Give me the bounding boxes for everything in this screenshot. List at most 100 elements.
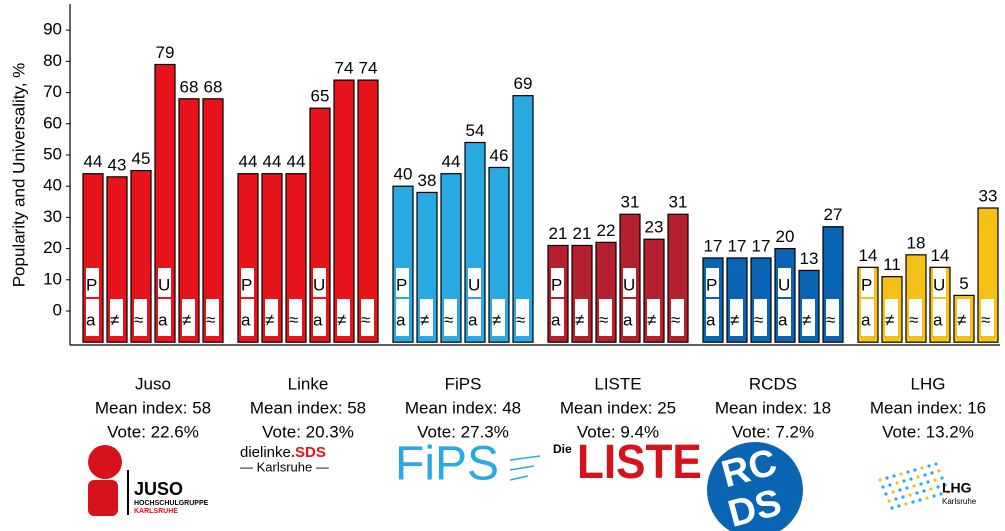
bar-sublabel: ≠	[492, 310, 501, 329]
logo-text: LISTE	[577, 434, 702, 488]
sublabel-box	[313, 299, 326, 336]
bar	[178, 98, 200, 343]
logo-dot	[939, 492, 943, 496]
logo-dot	[926, 480, 930, 484]
bar-sublabel: ≠	[110, 310, 119, 329]
value-label: 17	[704, 236, 723, 255]
bar-sublabel: ≈	[909, 310, 918, 329]
logo-text: .SDS	[291, 444, 326, 461]
value-label: 23	[645, 218, 664, 237]
bar-sublabel: a	[778, 310, 788, 329]
bar	[357, 79, 379, 343]
bar-sublabel: ≈	[754, 310, 763, 329]
sublabel-box	[313, 268, 326, 297]
bar-sublabel: a	[241, 310, 251, 329]
group-sublabel: U	[158, 275, 170, 294]
logo-dot	[902, 479, 906, 483]
bar-sublabel: ≈	[516, 310, 525, 329]
logo-dot	[930, 471, 934, 475]
category-detail: Vote: 13.2%	[882, 422, 974, 441]
sublabel-box	[826, 299, 839, 336]
sublabel-box	[861, 299, 874, 336]
category-detail: Vote: 9.4%	[577, 422, 659, 441]
value-label: 27	[824, 205, 843, 224]
bar-sublabel: a	[623, 310, 633, 329]
sublabel-box	[158, 268, 171, 297]
sublabel-box	[623, 299, 636, 336]
logo-text: Die	[553, 442, 572, 456]
sublabel-box	[647, 299, 660, 336]
logo-dot	[946, 490, 950, 494]
sublabel-box	[623, 268, 636, 297]
value-label: 44	[84, 152, 103, 171]
category-detail: Mean index: 58	[95, 398, 211, 417]
logo-dot	[885, 476, 889, 480]
bar-sublabel: ≠	[420, 310, 429, 329]
sublabel-box	[289, 299, 302, 336]
group-sublabel: P	[396, 275, 407, 294]
sublabel-box	[492, 299, 505, 336]
logo-dot	[932, 494, 936, 498]
logo-dot	[890, 506, 894, 510]
logo-dot	[911, 500, 915, 504]
value-label: 44	[263, 152, 282, 171]
value-label: 11	[883, 255, 901, 274]
logo-dot	[892, 474, 896, 478]
value-label: 69	[514, 74, 533, 93]
bar-sublabel: ≈	[444, 310, 453, 329]
sublabel-box	[468, 299, 481, 336]
sublabel-box	[241, 299, 254, 336]
bar-sublabel: ≠	[265, 310, 274, 329]
value-label: 17	[752, 236, 771, 255]
sublabel-box	[706, 299, 719, 336]
logo-dot	[878, 478, 882, 482]
logo-dot	[904, 502, 908, 506]
bar-sublabel: a	[933, 310, 943, 329]
logo-stroke	[509, 475, 529, 481]
sublabel-box	[110, 299, 123, 336]
value-label: 14	[931, 246, 950, 265]
sublabel-box	[551, 299, 564, 336]
value-label: 13	[800, 249, 819, 268]
bar	[333, 79, 355, 343]
sublabel-box	[885, 299, 898, 336]
bar-sublabel: ≠	[182, 310, 191, 329]
value-label: 22	[597, 221, 616, 240]
group-sublabel: U	[623, 275, 635, 294]
y-tick-label: 80	[43, 51, 62, 70]
logo-dot	[894, 497, 898, 501]
group-sublabel: P	[241, 275, 252, 294]
sublabel-box	[551, 268, 564, 297]
value-label: 43	[108, 155, 127, 174]
group-sublabel: P	[706, 275, 717, 294]
value-label: 33	[979, 187, 998, 206]
sublabel-box	[861, 268, 874, 297]
y-tick-label: 40	[43, 176, 62, 195]
bar-sublabel: a	[468, 310, 478, 329]
bar-sublabel: ≠	[337, 310, 346, 329]
sublabel-box	[778, 299, 791, 336]
sublabel-box	[396, 299, 409, 336]
category-label: Juso	[135, 374, 171, 393]
logo-dot	[916, 475, 920, 479]
group-sublabel: P	[551, 275, 562, 294]
value-label: 54	[466, 121, 485, 140]
sublabel-box	[933, 268, 946, 297]
logo-dot	[920, 466, 924, 470]
sublabel-box	[265, 299, 278, 336]
sublabel-box	[802, 299, 815, 336]
bar-sublabel: a	[551, 310, 561, 329]
group-sublabel: P	[86, 275, 97, 294]
bar-sublabel: a	[706, 310, 716, 329]
value-label: 74	[359, 59, 378, 78]
sublabel-box	[933, 299, 946, 336]
bar-sublabel: ≠	[802, 310, 811, 329]
category-label: FiPS	[445, 374, 482, 393]
logo-dot	[881, 485, 885, 489]
bar-sublabel: ≠	[647, 310, 656, 329]
value-label: 74	[335, 59, 354, 78]
bar-sublabel: a	[861, 310, 871, 329]
y-tick-label: 90	[43, 20, 62, 39]
category-detail: Vote: 20.3%	[262, 422, 354, 441]
